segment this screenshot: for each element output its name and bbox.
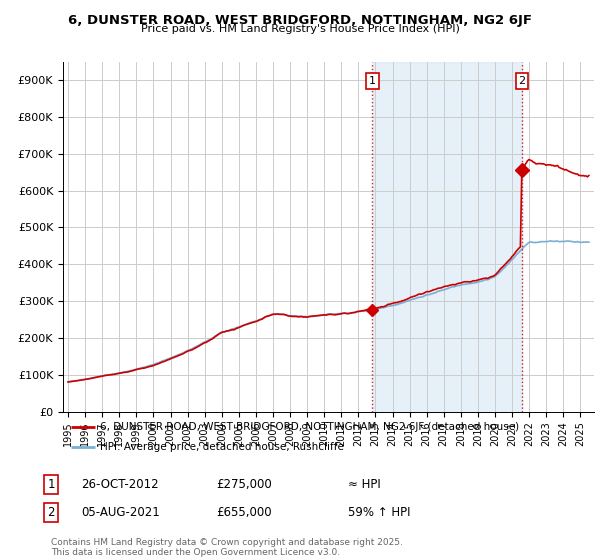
- Text: 2: 2: [47, 506, 55, 519]
- Text: 6, DUNSTER ROAD, WEST BRIDGFORD, NOTTINGHAM, NG2 6JF: 6, DUNSTER ROAD, WEST BRIDGFORD, NOTTING…: [68, 14, 532, 27]
- Text: £275,000: £275,000: [216, 478, 272, 491]
- Text: 1: 1: [47, 478, 55, 491]
- Text: 59% ↑ HPI: 59% ↑ HPI: [348, 506, 410, 519]
- Text: Contains HM Land Registry data © Crown copyright and database right 2025.
This d: Contains HM Land Registry data © Crown c…: [51, 538, 403, 557]
- Text: HPI: Average price, detached house, Rushcliffe: HPI: Average price, detached house, Rush…: [100, 442, 344, 451]
- Text: 05-AUG-2021: 05-AUG-2021: [81, 506, 160, 519]
- Text: 1: 1: [369, 76, 376, 86]
- Text: ≈ HPI: ≈ HPI: [348, 478, 381, 491]
- Text: 6, DUNSTER ROAD, WEST BRIDGFORD, NOTTINGHAM, NG2 6JF (detached house): 6, DUNSTER ROAD, WEST BRIDGFORD, NOTTING…: [100, 422, 519, 432]
- Text: £655,000: £655,000: [216, 506, 272, 519]
- Text: Price paid vs. HM Land Registry's House Price Index (HPI): Price paid vs. HM Land Registry's House …: [140, 24, 460, 34]
- Text: 2: 2: [518, 76, 526, 86]
- Text: 26-OCT-2012: 26-OCT-2012: [81, 478, 158, 491]
